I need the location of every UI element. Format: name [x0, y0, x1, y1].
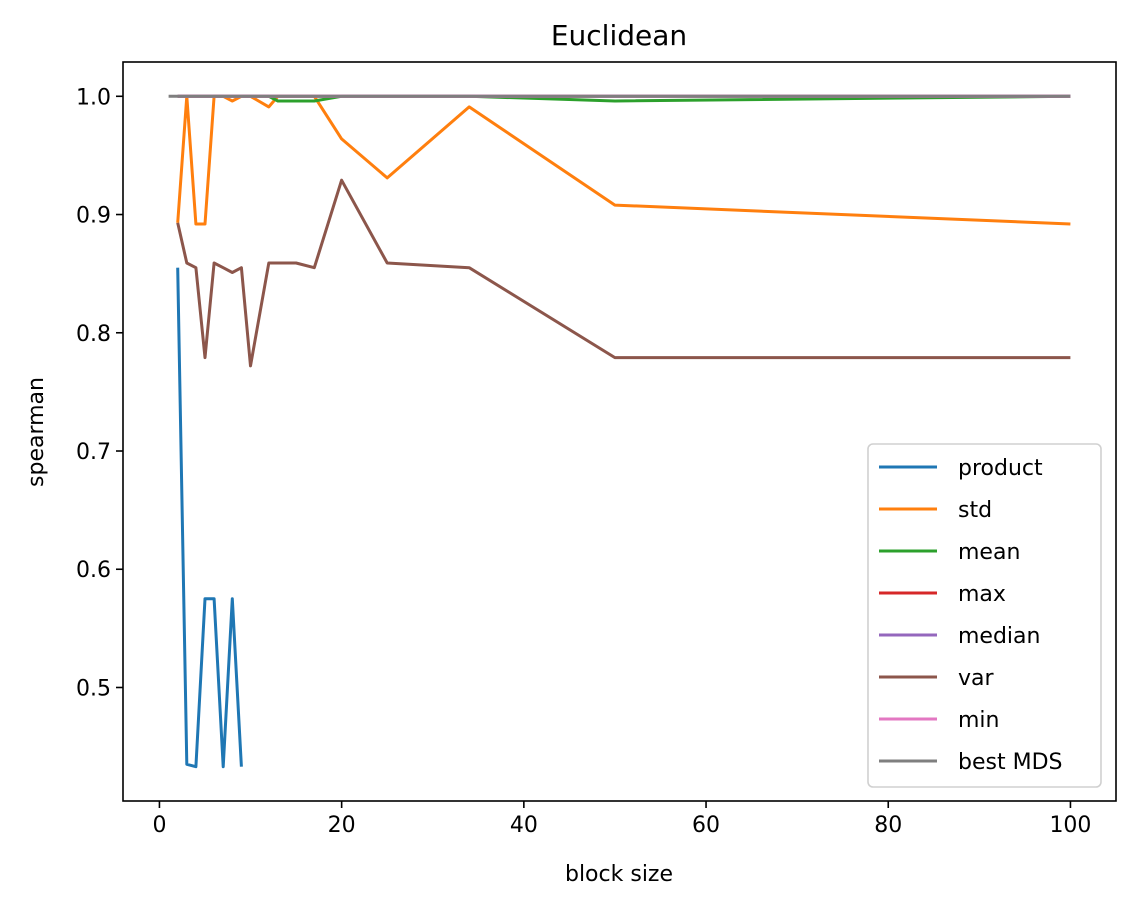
x-tick-label: 80 [874, 813, 902, 838]
y-axis-label: spearman [24, 377, 49, 487]
chart-title: Euclidean [551, 19, 687, 52]
series-line-var [176, 178, 1071, 368]
legend: product std mean max median var min best MDS [867, 443, 1102, 788]
y-axis: 0.5 0.6 0.7 0.8 0.9 1.0 [76, 85, 123, 701]
x-tick-label: 100 [1049, 813, 1091, 838]
x-tick-label: 0 [152, 813, 166, 838]
y-tick-label: 1.0 [76, 85, 111, 110]
plot-area-frame [122, 61, 1117, 802]
legend-label-min: min [958, 708, 1000, 733]
x-tick-label: 40 [510, 813, 538, 838]
x-tick-label: 20 [328, 813, 356, 838]
legend-box [867, 443, 1102, 788]
x-axis-label: block size [565, 862, 673, 887]
legend-label-std: std [958, 498, 992, 523]
y-tick-label: 0.5 [76, 676, 111, 701]
legend-label-mean: mean [958, 540, 1020, 565]
y-tick-label: 0.7 [76, 440, 111, 465]
legend-label-max: max [958, 582, 1006, 607]
series-line-std [176, 94, 1071, 226]
x-axis: 0 20 40 60 80 100 [152, 801, 1091, 838]
legend-label-median: median [958, 624, 1040, 649]
y-tick-label: 0.6 [76, 558, 111, 583]
y-tick-label: 0.8 [76, 322, 111, 347]
x-tick-label: 60 [692, 813, 720, 838]
legend-label-best-mds: best MDS [958, 750, 1062, 775]
legend-label-var: var [958, 666, 995, 691]
plot-lines [168, 94, 1071, 769]
y-tick-label: 0.9 [76, 204, 111, 229]
series-line-product [176, 267, 243, 769]
legend-label-product: product [958, 456, 1043, 481]
